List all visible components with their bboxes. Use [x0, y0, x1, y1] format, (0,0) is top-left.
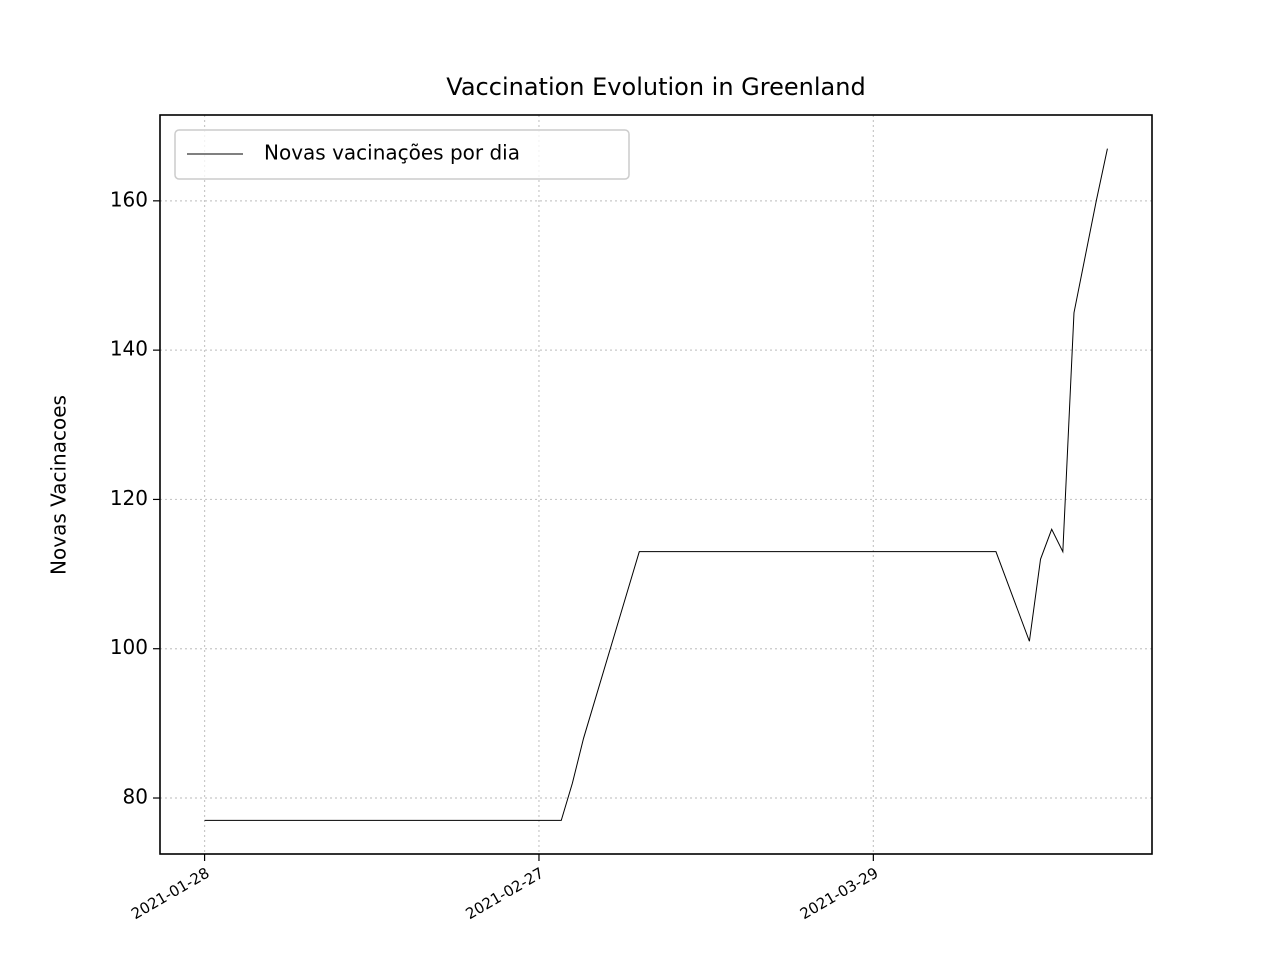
y-tick-label: 120: [110, 486, 148, 510]
chart-title: Vaccination Evolution in Greenland: [446, 73, 865, 101]
plot-frame: [159, 114, 1153, 855]
y-tick-label: 80: [123, 785, 148, 809]
y-axis-label: Novas Vacinacoes: [47, 395, 71, 575]
y-tick-label: 140: [110, 337, 148, 361]
y-tick-label: 100: [110, 635, 148, 659]
x-axis-label: Date: [632, 956, 680, 960]
legend-label: Novas vacinações por dia: [264, 141, 520, 165]
y-tick-label: 160: [110, 187, 148, 211]
series-line: [204, 148, 1108, 821]
legend-box: [174, 129, 630, 180]
